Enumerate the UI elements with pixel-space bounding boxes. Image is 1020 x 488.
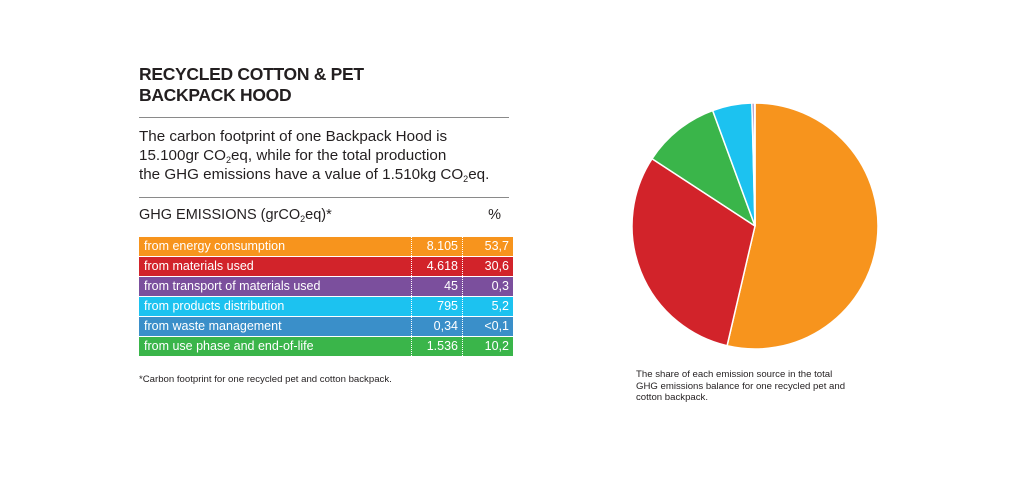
row-label: from waste management (139, 316, 412, 337)
pie-slice-materials-used (631, 157, 756, 347)
intro-line-2-pre: 15.100gr CO (139, 147, 226, 164)
intro-line-3-sub: 2 (463, 174, 469, 184)
table-header-label-post: eq)* (305, 207, 332, 223)
chart-caption: The share of each emission source in the… (636, 369, 886, 404)
emissions-pie-chart (631, 102, 879, 350)
row-percent: <0,1 (462, 316, 513, 337)
caption-line-2: GHG emissions balance for one recycled p… (636, 380, 846, 392)
table-row: from transport of materials used 45 0,3 (139, 276, 513, 297)
row-value: 45 (411, 276, 463, 297)
page-title: RECYCLED COTTON & PET BACKPACK HOOD (139, 64, 364, 106)
emissions-table: from energy consumption 8.105 53,7 from mat… (139, 237, 513, 357)
intro-text: The carbon footprint of one Backpack Hoo… (139, 127, 519, 184)
title-line-1: RECYCLED COTTON & PET (139, 64, 364, 84)
row-label: from use phase and end-of-life (139, 336, 412, 357)
row-percent: 30,6 (462, 256, 513, 277)
table-row: from materials used 4.618 30,6 (139, 256, 513, 277)
title-line-2: BACKPACK HOOD (139, 85, 292, 105)
footnote: *Carbon footprint for one recycled pet a… (139, 374, 392, 385)
row-label: from transport of materials used (139, 276, 412, 297)
row-value: 8.105 (411, 237, 463, 257)
table-header: GHG EMISSIONS (grCO2eq)* % (139, 206, 501, 224)
table-row: from waste management 0,34 <0,1 (139, 316, 513, 337)
table-header-label-pre: GHG EMISSIONS (grCO (139, 207, 301, 223)
caption-line-1: The share of each emission source in the… (636, 369, 833, 380)
row-label: from energy consumption (139, 237, 412, 257)
row-percent: 10,2 (462, 336, 513, 357)
row-value: 795 (411, 296, 463, 317)
row-value: 1.536 (411, 336, 463, 357)
divider-top (139, 117, 509, 118)
intro-line-3-pre: the GHG emissions have a value of 1.510k… (139, 166, 464, 183)
pie-slice-waste-management (753, 102, 756, 227)
caption-line-3: cotton backpack. (636, 392, 708, 403)
table-row: from energy consumption 8.105 53,7 (139, 237, 513, 257)
table-header-percent: % (488, 207, 501, 223)
table-header-label-sub: 2 (300, 214, 306, 224)
divider-bottom (139, 197, 509, 198)
intro-line-2-sub: 2 (225, 155, 231, 165)
pie-slice-energy-consumption (726, 102, 879, 350)
row-label: from materials used (139, 256, 412, 277)
table-row: from use phase and end-of-life 1.536 10,2 (139, 336, 513, 357)
pie-slice-use-phase-and-end-of-life (651, 109, 756, 227)
intro-line-2-post: eq, while for the total production (230, 147, 447, 164)
row-value: 0,34 (411, 316, 463, 337)
intro-line-3-post: eq. (468, 166, 490, 183)
row-percent: 5,2 (462, 296, 513, 317)
row-label: from products distribution (139, 296, 412, 317)
table-row: from products distribution 795 5,2 (139, 296, 513, 317)
row-percent: 53,7 (462, 237, 513, 257)
intro-line-1: The carbon footprint of one Backpack Hoo… (139, 128, 448, 145)
row-percent: 0,3 (462, 276, 513, 297)
row-value: 4.618 (411, 256, 463, 277)
